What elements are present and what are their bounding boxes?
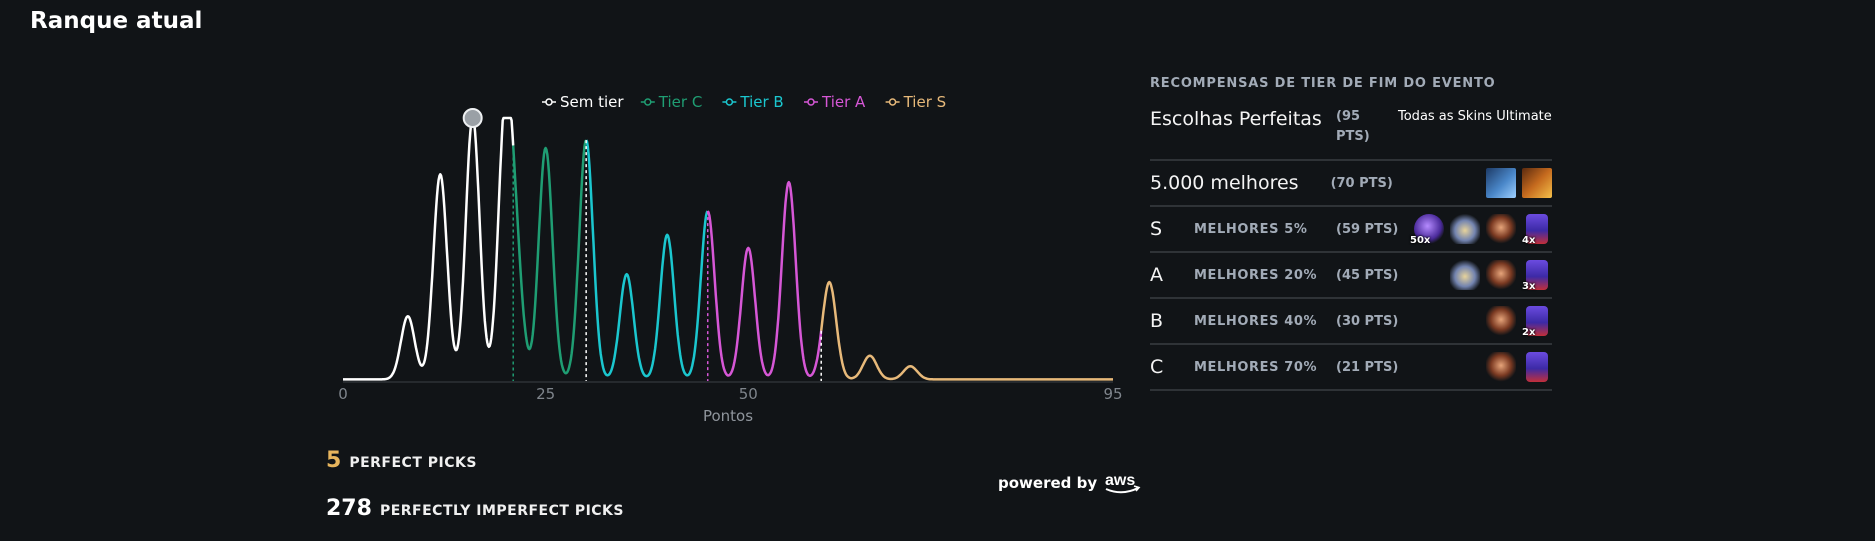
chest-multiplier: 4x (1522, 235, 1536, 246)
summoner-icon[interactable] (1486, 306, 1516, 336)
perfect-picks-label: PERFECT PICKS (349, 455, 477, 471)
imperfect-picks-label: PERFECTLY IMPERFECT PICKS (379, 503, 624, 519)
tier-b-icons: 2x (1486, 306, 1552, 338)
aws-logo-text: aws (1105, 472, 1135, 489)
orb-icon[interactable]: 50x (1410, 214, 1444, 246)
perfect-picks-count: 5 (326, 448, 342, 473)
series-line-sem-tier (342, 116, 515, 381)
x-axis-label: Pontos (703, 407, 753, 425)
points-distribution-chart: 0 25 50 95 Pontos Sem tier Tier C Tier B Tier A T… (338, 93, 1122, 425)
legend-swatch-marker (644, 98, 652, 106)
tier-pts: (45 PTS) (1336, 267, 1399, 283)
imperfect-picks-count: 278 (326, 496, 372, 521)
legend-swatch-marker (888, 98, 897, 106)
chest-icon[interactable]: 3x (1522, 260, 1548, 292)
series-line-tier-b (585, 139, 709, 378)
current-rank-marker (462, 108, 483, 128)
page-title: Ranque atual (30, 8, 203, 34)
ward-skin-icon[interactable] (1450, 214, 1480, 244)
reward-top-icons (1486, 168, 1552, 198)
x-tick-label: 0 (338, 385, 348, 403)
reward-top-name: 5.000 melhores (1150, 172, 1299, 194)
chest-icon[interactable]: 4x (1522, 214, 1548, 246)
legend-swatch-marker (725, 98, 734, 106)
reward-row-top-5000: 5.000 melhores (70 PTS) (1150, 161, 1552, 207)
legend-entry: Sem tier (560, 93, 624, 111)
chest-multiplier: 2x (1522, 327, 1536, 338)
legend-entry: Tier B (739, 93, 783, 111)
reward-perfect-pts: (95 PTS) (1336, 109, 1370, 144)
reward-row-tier-c: C MELHORES 70% (21 PTS) (1150, 345, 1552, 391)
skin-splash-icon[interactable] (1522, 168, 1552, 198)
chest-icon[interactable]: 2x (1522, 306, 1548, 338)
tier-c-icons (1486, 352, 1552, 382)
reward-row-tier-s: S MELHORES 5% (59 PTS) 50x 4x (1150, 207, 1552, 253)
x-tick-label: 95 (1103, 385, 1122, 403)
reward-row-tier-a: A MELHORES 20% (45 PTS) 3x (1150, 253, 1552, 299)
tier-s-icons: 50x 4x (1410, 214, 1552, 246)
series-line-tier-s (819, 280, 1114, 381)
orb-multiplier: 50x (1410, 235, 1431, 246)
legend-swatch-marker (545, 98, 553, 106)
tier-pts: (59 PTS) (1336, 221, 1399, 237)
tier-pts: (30 PTS) (1336, 313, 1399, 329)
skin-splash-icon[interactable] (1486, 168, 1516, 198)
tier-letter: B (1150, 310, 1164, 332)
rewards-title: RECOMPENSAS DE TIER DE FIM DO EVENTO (1150, 76, 1496, 91)
chest-icon[interactable] (1526, 352, 1548, 382)
legend-entry: Tier C (658, 93, 703, 111)
reward-row-perfect: Escolhas Perfeitas (95 PTS) Todas as Ski… (1150, 105, 1552, 161)
tier-a-icons: 3x (1450, 260, 1552, 292)
legend-entry: Tier S (903, 93, 947, 111)
tier-letter: C (1150, 356, 1164, 378)
reward-row-tier-b: B MELHORES 40% (30 PTS) 2x (1150, 299, 1552, 345)
x-tick-label: 25 (536, 385, 555, 403)
summoner-icon[interactable] (1486, 214, 1516, 244)
powered-by-text: powered by (998, 474, 1098, 492)
tier-range: MELHORES 5% (1194, 221, 1308, 237)
tier-letter: A (1150, 264, 1163, 286)
tier-range: MELHORES 40% (1194, 313, 1318, 329)
imperfect-picks-stat: 278 PERFECTLY IMPERFECT PICKS (326, 496, 624, 521)
tier-letter: S (1150, 218, 1163, 240)
ward-skin-icon[interactable] (1450, 260, 1480, 290)
powered-by-aws[interactable]: powered by aws (998, 470, 1141, 496)
tier-pts: (21 PTS) (1336, 359, 1399, 375)
perfect-picks-stat: 5 PERFECT PICKS (326, 448, 477, 473)
tier-range: MELHORES 70% (1194, 359, 1318, 375)
series-line-tier-a (706, 180, 823, 378)
summoner-icon[interactable] (1486, 260, 1516, 290)
end-of-event-rewards-panel: RECOMPENSAS DE TIER DE FIM DO EVENTO Esc… (1150, 76, 1552, 391)
summoner-icon[interactable] (1486, 352, 1516, 382)
legend-swatch-marker (807, 98, 815, 106)
aws-logo-icon: aws (1103, 470, 1141, 496)
x-tick-label: 50 (739, 385, 758, 403)
reward-perfect-name: Escolhas Perfeitas (1150, 108, 1322, 130)
reward-perfect-desc: Todas as Skins Ultimate (1398, 109, 1552, 124)
reward-top-pts: (70 PTS) (1330, 175, 1393, 191)
chest-multiplier: 3x (1522, 281, 1536, 292)
series-line-tier-c (511, 139, 588, 375)
legend-entry: Tier A (821, 93, 866, 111)
tier-range: MELHORES 20% (1194, 267, 1318, 283)
